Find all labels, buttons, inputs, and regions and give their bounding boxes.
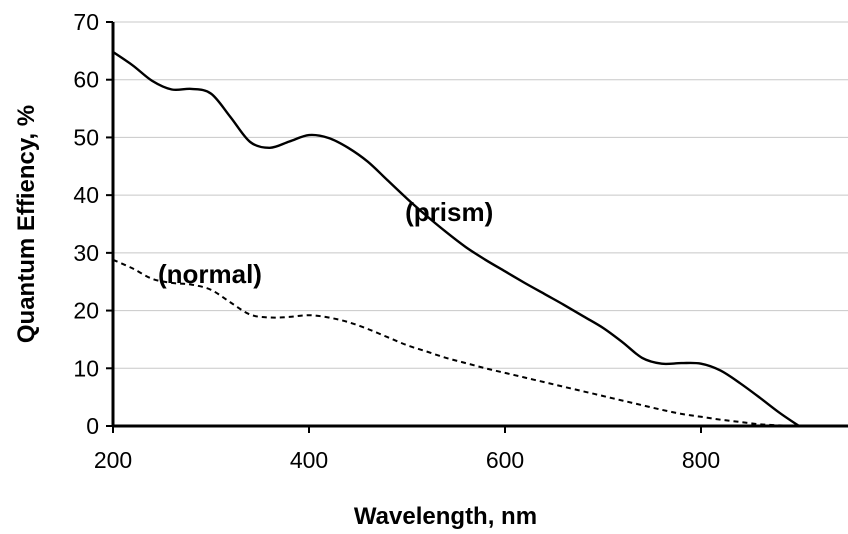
grid-lines: [113, 21, 848, 369]
x-tick-label-800: 800: [682, 447, 720, 473]
series-label-1: (normal): [158, 259, 262, 289]
y-tick-label-70: 70: [73, 9, 99, 35]
x-tick-label-600: 600: [486, 447, 524, 473]
series-group: [112, 51, 800, 427]
x-axis-title: Wavelength, nm: [354, 503, 537, 530]
series-label-0: (prism): [405, 197, 493, 227]
axes: [111, 22, 848, 428]
series-line-1: [112, 258, 800, 427]
x-tick-label-200: 200: [94, 447, 132, 473]
y-tick-label-50: 50: [73, 124, 99, 150]
series-line-0: [112, 51, 800, 427]
y-tick-label-60: 60: [73, 67, 99, 93]
y-tick-label-40: 40: [73, 182, 99, 208]
x-tick-label-400: 400: [290, 447, 328, 473]
series-labels: (prism) (normal): [158, 197, 493, 289]
y-tick-label-0: 0: [86, 413, 99, 439]
y-tick-label-30: 30: [73, 240, 99, 266]
y-tick-label-10: 10: [73, 355, 99, 381]
ticks: 0 10 20 30 40 50 60 70 200 400 600 800: [73, 9, 720, 473]
y-tick-label-20: 20: [73, 298, 99, 324]
y-axis-title: Quantum Effiency, %: [13, 105, 40, 343]
